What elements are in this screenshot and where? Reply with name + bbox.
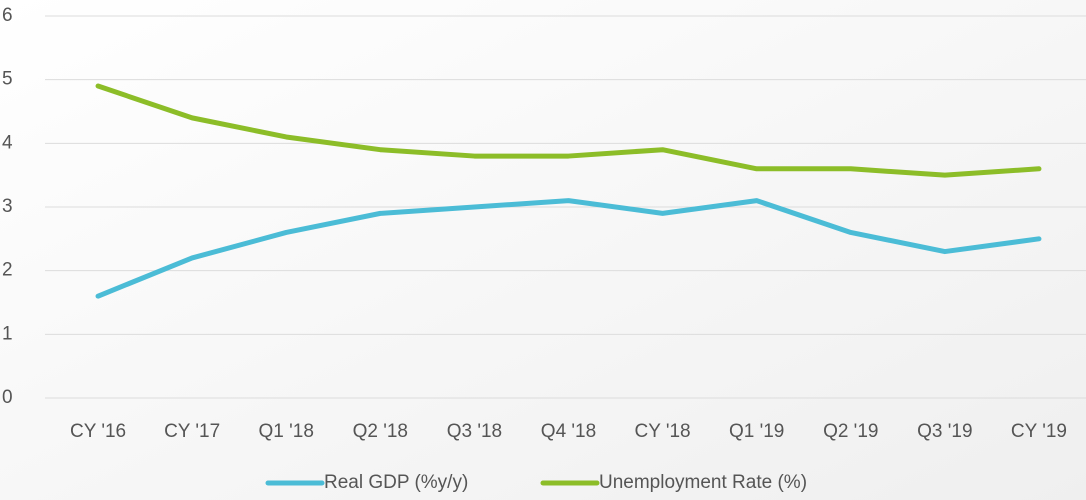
y-tick-label: 6 [2, 5, 13, 26]
y-tick-label: 3 [2, 196, 13, 217]
y-tick-label: 5 [2, 69, 13, 90]
x-tick-label: Q2 '19 [823, 421, 878, 442]
legend-label: Real GDP (%y/y) [324, 472, 468, 493]
x-tick-label: CY '16 [70, 421, 126, 442]
x-tick-label: CY '17 [164, 421, 220, 442]
x-tick-label: Q1 '18 [259, 421, 314, 442]
x-tick-label: Q2 '18 [353, 421, 408, 442]
y-tick-label: 1 [2, 323, 13, 344]
y-tick-label: 4 [2, 132, 13, 153]
y-tick-label: 0 [2, 387, 13, 408]
x-tick-label: CY '18 [635, 421, 691, 442]
y-tick-label: 2 [2, 260, 13, 281]
x-tick-label: Q3 '18 [447, 421, 502, 442]
x-tick-label: Q3 '19 [917, 421, 972, 442]
legend-label: Unemployment Rate (%) [599, 472, 807, 493]
series-line [95, 83, 1042, 178]
x-tick-label: Q4 '18 [541, 421, 596, 442]
x-tick-label: Q1 '19 [729, 421, 784, 442]
x-tick-label: CY '19 [1011, 421, 1067, 442]
series-line [95, 198, 1042, 299]
